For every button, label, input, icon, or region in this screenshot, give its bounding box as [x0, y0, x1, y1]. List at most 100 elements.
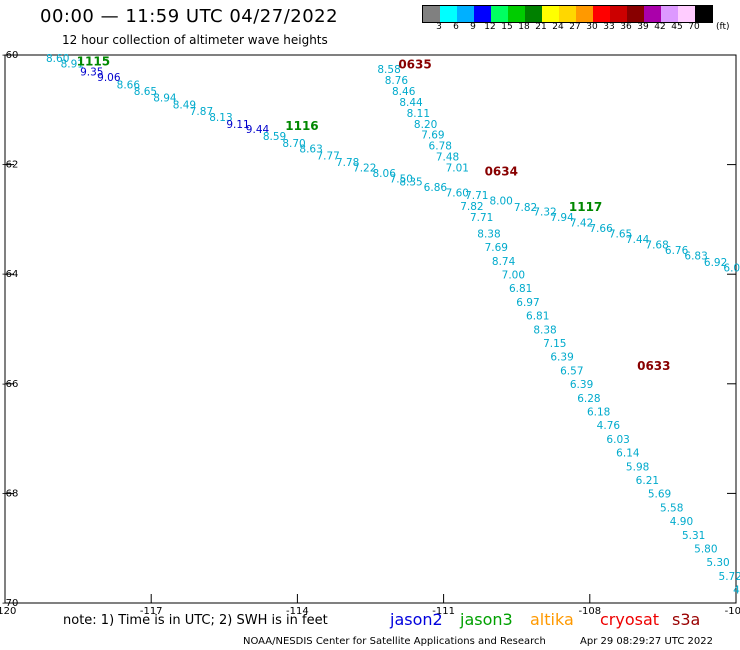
map-grid: -60 -62 -64 -66 -68 -70-120 -117 -114 -111 -108 -1…: [0, 50, 740, 617]
wave-height-label: 6.76: [665, 245, 689, 257]
wave-height-label: 6.18: [587, 406, 610, 418]
legend-label: 9: [470, 22, 476, 32]
wave-height-label: 6.97: [516, 297, 539, 309]
satellite-name: altika: [530, 610, 574, 629]
wave-height-label: 8.70: [282, 138, 305, 150]
wave-height-label: 8.94: [153, 92, 177, 104]
legend-swatch: [508, 6, 525, 22]
pass-time-label: 1116: [285, 119, 318, 133]
legend-label: 15: [501, 22, 513, 32]
wave-height-label: 7.68: [645, 239, 668, 251]
wave-height-label: 6.86: [424, 182, 448, 194]
legend-swatch: [610, 6, 627, 22]
wave-height-label: 6.39: [570, 379, 593, 391]
legend-swatch: [474, 6, 491, 22]
wave-height-label: 6.92: [704, 257, 727, 269]
wave-height-label: 9.44: [246, 124, 270, 136]
wave-height-label: 8.11: [407, 108, 430, 120]
wave-height-label: 7.42: [570, 217, 593, 229]
wave-height-label: 8.13: [209, 112, 232, 124]
lon-tick-label: -117: [140, 606, 163, 617]
legend-swatch: [542, 6, 559, 22]
pass-time-label: 0634: [485, 164, 518, 178]
wave-height-label: 5.30: [706, 557, 729, 569]
wave-height-label: 7.00: [502, 269, 525, 281]
lon-tick-label: -111: [432, 606, 455, 617]
wave-height-labels: 8.608.919.359.068.668.658.948.497.878.13…: [46, 53, 740, 597]
satellite-name: jason3: [460, 610, 513, 629]
legend-label: 24: [552, 22, 564, 32]
legend-label: 33: [603, 22, 615, 32]
wave-height-label: 6.03: [606, 434, 629, 446]
wave-height-label: 7.82: [514, 202, 537, 214]
legend-swatch: [457, 6, 474, 22]
wave-height-label: 8.06: [373, 168, 397, 180]
footer-credit: NOAA/NESDIS Center for Satellite Applica…: [243, 636, 546, 647]
wave-height-label: 8.76: [385, 75, 409, 87]
wave-height-label: 8.63: [299, 143, 322, 155]
wave-height-label: 8.35: [399, 176, 422, 188]
wave-height-label: 8.44: [399, 97, 423, 109]
wave-height-label: 7.87: [190, 106, 213, 118]
legend-label: 6: [453, 22, 459, 32]
wave-height-label: 4.76: [597, 420, 621, 432]
wave-height-label: 9.35: [80, 67, 103, 79]
map-frame: [4, 54, 737, 604]
wave-height-label: 6.14: [616, 448, 640, 460]
wave-height-label: 8.20: [414, 119, 437, 131]
wave-height-label: 7.48: [436, 152, 459, 164]
wave-height-label: 6.28: [577, 393, 600, 405]
wave-height-label: 7.60: [446, 187, 469, 199]
lat-tick-label: -70: [2, 598, 18, 609]
wave-height-label: 9.11: [226, 119, 249, 131]
wave-height-label: 6.21: [636, 475, 659, 487]
wave-height-label: 7.22: [353, 163, 376, 175]
wave-height-label: 6.57: [560, 365, 583, 377]
wave-height-label: 6.39: [550, 352, 573, 364]
lat-tick-label: -60: [2, 50, 18, 61]
color-legend-bar: [422, 5, 713, 23]
wave-height-label: 5.58: [660, 502, 683, 514]
lat-tick-label: -68: [2, 488, 18, 499]
legend-unit: (ft): [716, 22, 730, 32]
footnote: note: 1) Time is in UTC; 2) SWH is in fe…: [63, 613, 328, 628]
wave-height-label: 7.15: [543, 338, 566, 350]
legend-swatch: [661, 6, 678, 22]
page-subtitle: 12 hour collection of altimeter wave hei…: [62, 33, 328, 47]
wave-height-label: 5.98: [626, 461, 649, 473]
legend-label: 45: [671, 22, 683, 32]
wave-height-label: 6.78: [429, 141, 452, 153]
wave-height-label: 4.90: [670, 516, 693, 528]
wave-height-label: 8.00: [489, 195, 512, 207]
wave-height-label: 5.31: [682, 530, 705, 542]
wave-height-label: 8.66: [117, 79, 141, 91]
legend-swatch: [627, 6, 644, 22]
wave-height-label: 8.74: [492, 256, 516, 268]
wave-height-label: 7.71: [465, 190, 488, 202]
wave-height-label: 7.32: [533, 206, 556, 218]
legend-label: 12: [484, 22, 496, 32]
pass-time-label: 0633: [637, 359, 670, 373]
legend-label: 30: [586, 22, 598, 32]
lat-tick-label: -64: [2, 269, 18, 280]
legend-swatch: [678, 6, 695, 22]
pass-time-label: 1115: [77, 55, 110, 69]
footer-timestamp: Apr 29 08:29:27 UTC 2022: [580, 636, 713, 647]
wave-height-label: 6.83: [684, 250, 707, 262]
wave-height-label: 8.65: [134, 86, 157, 98]
legend-label: 42: [654, 22, 666, 32]
satellite-name: s3a: [672, 610, 701, 629]
pass-time-labels: 1115 0635 1116 0634 1117 0633: [77, 55, 671, 373]
wave-height-label: 8.91: [61, 58, 84, 70]
wave-height-label: 7.82: [460, 201, 483, 213]
wave-height-label: 7.94: [550, 212, 574, 224]
satellite-name: jason2: [390, 610, 443, 629]
satellite-name: cryosat: [600, 610, 660, 629]
lon-tick-label: -120: [0, 606, 16, 617]
legend-swatch: [644, 6, 661, 22]
wave-height-label: 6.81: [509, 283, 532, 295]
legend-label: 36: [620, 22, 632, 32]
legend-label: 39: [637, 22, 649, 32]
lon-tick-label: -105: [725, 606, 740, 617]
